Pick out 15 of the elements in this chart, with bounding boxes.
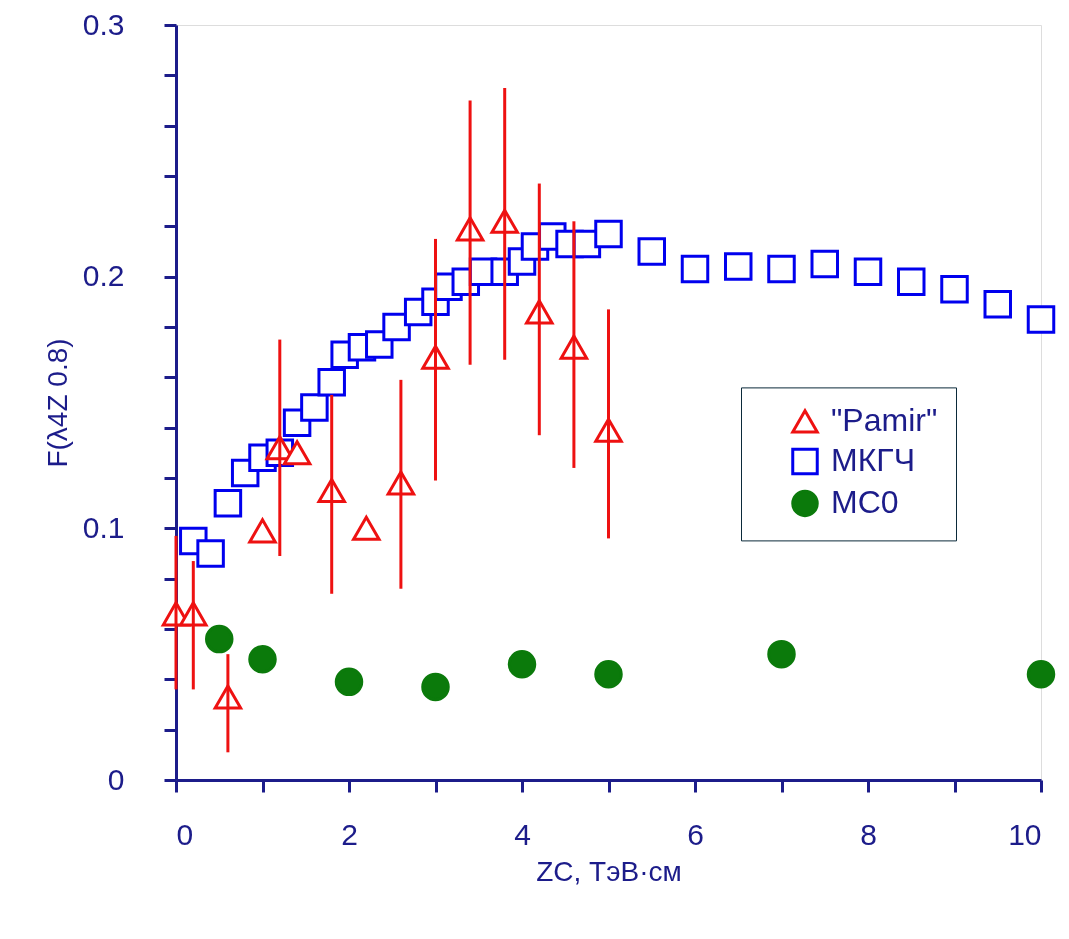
x-tick-label: 4 xyxy=(514,817,531,851)
legend-label: МС0 xyxy=(831,484,899,521)
legend-label: "Pamir" xyxy=(831,402,938,439)
x-tick-label: 6 xyxy=(687,817,704,851)
x-axis-title: ZC, ТэВ·см xyxy=(536,855,682,887)
y-tick-label: 0.2 xyxy=(82,259,125,293)
y-tick-label: 0 xyxy=(107,762,125,796)
legend-label: МКГЧ xyxy=(831,442,915,479)
x-tick-label: 8 xyxy=(860,817,877,851)
x-tick-label: 10 xyxy=(1008,817,1042,851)
y-tick-label: 0.3 xyxy=(82,7,125,41)
y-tick-label: 0.1 xyxy=(82,510,125,544)
x-tick-label: 2 xyxy=(341,817,358,851)
y-axis-title: F(λ4Z 0.8) xyxy=(41,338,73,468)
x-tick-label: 0 xyxy=(176,817,194,851)
